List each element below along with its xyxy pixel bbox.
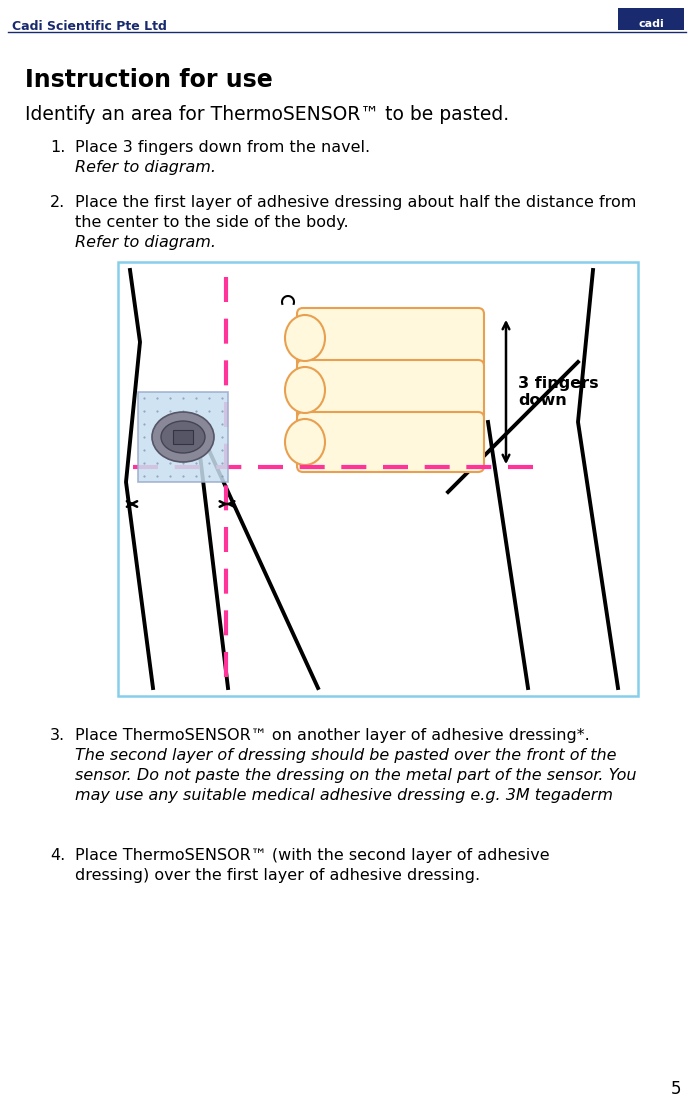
Ellipse shape bbox=[285, 367, 325, 413]
Ellipse shape bbox=[285, 419, 325, 465]
Text: 2.: 2. bbox=[50, 195, 65, 210]
Text: Place 3 fingers down from the navel.: Place 3 fingers down from the navel. bbox=[75, 140, 370, 155]
Text: 3.: 3. bbox=[50, 728, 65, 743]
Text: dressing) over the first layer of adhesive dressing.: dressing) over the first layer of adhesi… bbox=[75, 868, 480, 883]
Bar bbox=[118, 262, 638, 696]
Text: 4.: 4. bbox=[50, 848, 65, 863]
Text: Refer to diagram.: Refer to diagram. bbox=[75, 160, 216, 175]
Text: Refer to diagram.: Refer to diagram. bbox=[75, 235, 216, 250]
Text: 1.: 1. bbox=[50, 140, 65, 155]
Text: The second layer of dressing should be pasted over the front of the: The second layer of dressing should be p… bbox=[75, 747, 616, 763]
Bar bbox=[138, 392, 228, 482]
Ellipse shape bbox=[152, 412, 214, 463]
Text: Place the first layer of adhesive dressing about half the distance from: Place the first layer of adhesive dressi… bbox=[75, 195, 636, 210]
Text: the center to the side of the body.: the center to the side of the body. bbox=[75, 215, 348, 230]
Text: Identify an area for ThermoSENSOR™ to be pasted.: Identify an area for ThermoSENSOR™ to be… bbox=[25, 105, 509, 124]
Text: cadi: cadi bbox=[638, 19, 664, 28]
Text: Place ThermoSENSOR™ (with the second layer of adhesive: Place ThermoSENSOR™ (with the second lay… bbox=[75, 848, 550, 863]
Ellipse shape bbox=[161, 421, 205, 453]
Text: 3 fingers
down: 3 fingers down bbox=[518, 376, 599, 408]
Ellipse shape bbox=[285, 315, 325, 361]
Text: sensor. Do not paste the dressing on the metal part of the sensor. You: sensor. Do not paste the dressing on the… bbox=[75, 768, 636, 783]
Text: Instruction for use: Instruction for use bbox=[25, 68, 273, 92]
FancyBboxPatch shape bbox=[297, 359, 484, 420]
FancyBboxPatch shape bbox=[297, 412, 484, 472]
Bar bbox=[173, 430, 193, 444]
Text: 5: 5 bbox=[670, 1080, 682, 1096]
Text: Cadi Scientific Pte Ltd: Cadi Scientific Pte Ltd bbox=[12, 20, 167, 33]
Text: Place ThermoSENSOR™ on another layer of adhesive dressing*.: Place ThermoSENSOR™ on another layer of … bbox=[75, 728, 590, 743]
FancyBboxPatch shape bbox=[297, 308, 484, 368]
Bar bbox=[618, 8, 684, 30]
Text: may use any suitable medical adhesive dressing e.g. 3M tegaderm: may use any suitable medical adhesive dr… bbox=[75, 788, 613, 803]
